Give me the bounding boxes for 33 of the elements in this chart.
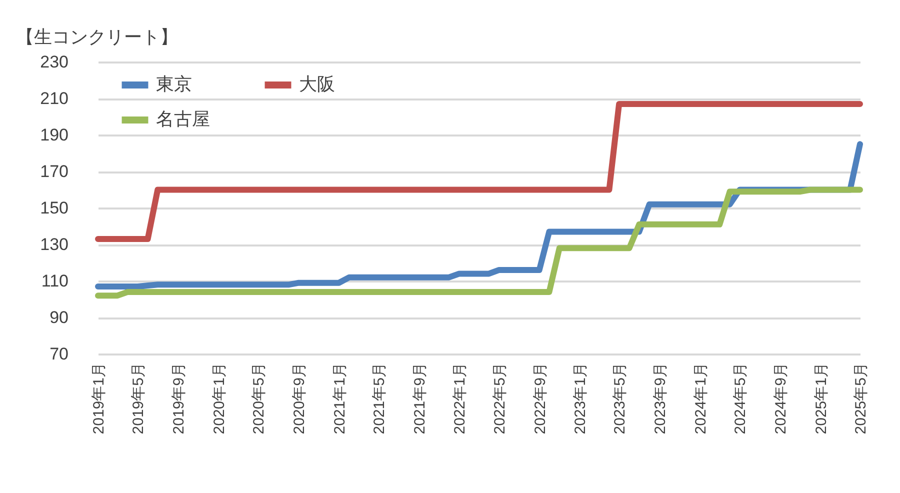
x-tick-label: 2019年9月	[170, 362, 188, 434]
x-tick-label: 2022年9月	[532, 362, 549, 434]
x-tick-label: 2023年9月	[652, 362, 670, 434]
y-tick-label: 230	[40, 52, 68, 72]
x-tick-label: 2024年5月	[732, 362, 750, 434]
x-tick-label: 2024年1月	[692, 362, 710, 434]
x-tick-label: 2020年1月	[210, 362, 228, 434]
x-tick-label: 2021年5月	[370, 362, 388, 434]
x-tick-label: 2024年9月	[772, 362, 790, 434]
x-tick-label: 2022年1月	[452, 362, 469, 434]
x-tick-label: 2019年1月	[90, 362, 108, 434]
y-tick-label: 70	[50, 344, 68, 364]
x-tick-label: 2023年1月	[572, 362, 590, 434]
x-tick-label: 2025年1月	[812, 362, 830, 434]
x-tick-label: 2020年5月	[250, 362, 268, 434]
y-tick-label: 150	[40, 198, 68, 218]
y-tick-label: 110	[41, 272, 68, 290]
legend-label: 名古屋	[156, 109, 210, 129]
x-tick-label: 2020年9月	[291, 362, 308, 434]
y-tick-label: 130	[40, 235, 68, 254]
legend-label: 東京	[156, 74, 192, 94]
x-tick-label: 2023年5月	[612, 362, 629, 434]
y-tick-label: 170	[40, 162, 68, 181]
x-tick-label: 2021年1月	[331, 362, 348, 434]
y-tick-label: 90	[50, 308, 68, 327]
x-tick-label: 2019年5月	[130, 362, 148, 434]
chart-title: 【生コンクリート】	[16, 27, 178, 47]
legend-label: 大阪	[299, 74, 335, 94]
x-tick-label: 2022年5月	[491, 362, 508, 434]
x-tick-label: 2021年9月	[412, 362, 429, 434]
y-tick-label: 190	[40, 126, 68, 144]
y-tick-label: 210	[40, 89, 68, 108]
x-tick-label: 2025年5月	[852, 362, 870, 434]
